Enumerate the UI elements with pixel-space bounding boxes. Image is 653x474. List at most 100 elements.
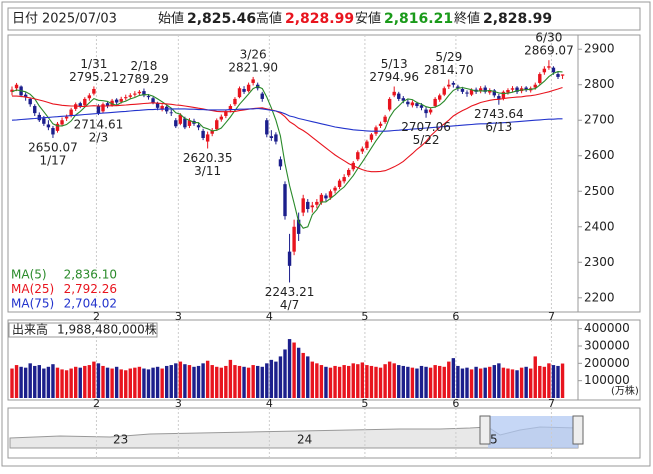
date-label: 日付	[12, 12, 38, 27]
volume-bar	[237, 365, 242, 398]
candle-body	[378, 123, 383, 126]
low-label: 安値	[355, 11, 381, 27]
volume-bar	[28, 363, 32, 398]
volume-bar	[419, 365, 424, 398]
volume-value: 1,988,480,000株	[57, 322, 157, 337]
volume-bar	[151, 367, 155, 398]
volume-bar	[406, 366, 410, 398]
candle-body	[447, 84, 451, 87]
navigator-selection[interactable]	[488, 416, 578, 448]
volume-bar	[64, 370, 69, 398]
volume-bar	[146, 369, 151, 398]
annotation-price: 2243.21	[265, 285, 315, 299]
volume-bar	[524, 366, 528, 398]
candle-body	[242, 88, 246, 92]
candle-body	[401, 98, 405, 101]
volume-bar	[187, 365, 192, 398]
candle-body	[533, 84, 537, 88]
candle-body	[128, 95, 132, 97]
volume-bar	[174, 363, 178, 398]
candle-body	[442, 88, 446, 95]
open: 2,825.46	[187, 11, 256, 27]
volume-panel	[7, 319, 641, 401]
volume-bar	[124, 370, 128, 398]
candle-body	[483, 87, 487, 92]
navigator-handle-left[interactable]	[479, 415, 491, 445]
candle-body	[178, 114, 183, 124]
annotation-price: 2650.07	[28, 140, 78, 154]
candle-body	[51, 128, 55, 135]
volume-bar	[478, 368, 483, 398]
volume-bar	[447, 361, 451, 398]
volume-bar	[492, 365, 496, 398]
high-label: 高値	[256, 11, 282, 27]
candle-body	[296, 219, 301, 234]
y-tick-label: 2500	[584, 184, 615, 198]
volume-bar	[233, 365, 237, 398]
volume-bar	[69, 368, 73, 398]
volume-bar	[55, 367, 60, 398]
annotation-date: 2/18	[130, 59, 157, 73]
annotation-price: 2789.29	[119, 72, 169, 86]
volume-bar	[374, 366, 378, 398]
volume-bar	[133, 367, 137, 398]
candle-body	[560, 74, 565, 76]
candle-body	[119, 98, 123, 102]
candle-body	[278, 159, 283, 167]
candle-body	[137, 91, 142, 94]
candle-body	[538, 74, 542, 83]
candle-body	[87, 95, 92, 99]
navigator-panel	[7, 407, 641, 459]
volume-unit: (万株)	[611, 384, 639, 397]
volume-bar	[387, 361, 392, 398]
y-tick-label: 2300	[584, 255, 615, 269]
candle-body	[410, 102, 415, 106]
candle-body	[187, 120, 192, 126]
annotation-date: 2/3	[89, 131, 108, 145]
volume-bar	[506, 368, 510, 398]
volume-bar	[510, 369, 515, 398]
volume-bar	[315, 363, 319, 398]
volume-bar	[356, 364, 360, 398]
volume-bar	[501, 367, 506, 398]
candle-body	[237, 88, 242, 98]
low: 2,816.21	[384, 11, 453, 27]
annotation-price: 2814.70	[424, 63, 474, 77]
candle-body	[228, 106, 233, 111]
candle-body	[492, 90, 496, 96]
volume-bar	[310, 361, 314, 398]
volume-bar	[114, 366, 119, 398]
volume-bar	[169, 365, 173, 398]
annotation-price: 2743.64	[474, 107, 524, 121]
volume-bar	[23, 367, 28, 398]
volume-bar	[269, 359, 274, 398]
y-tick-label: 2700	[584, 113, 615, 127]
annotation-date: 3/11	[194, 164, 221, 178]
volume-bar	[119, 369, 123, 398]
candle-body	[551, 67, 556, 73]
volume-bar	[410, 367, 415, 398]
y-tick-label: 2400	[584, 219, 615, 233]
candle-body	[83, 98, 87, 106]
volume-bar	[301, 352, 305, 398]
candle-body	[205, 134, 210, 142]
candle-body	[28, 98, 32, 105]
volume-bar	[556, 365, 560, 398]
price-panel	[7, 34, 641, 313]
candle-body	[310, 205, 314, 208]
volume-bar	[205, 360, 210, 398]
volume-bar	[324, 366, 328, 398]
navigator-handle-right[interactable]	[572, 415, 584, 445]
annotation-price: 2821.90	[228, 60, 278, 74]
candle-body	[219, 116, 223, 120]
volume-bar	[74, 366, 78, 398]
volume-bar	[219, 367, 223, 398]
volume-bar	[451, 358, 456, 398]
candle-body	[92, 88, 96, 94]
candle-body	[133, 93, 137, 95]
candle-body	[78, 103, 82, 107]
candle-body	[260, 93, 264, 99]
candle-body	[14, 84, 19, 89]
candle-body	[356, 152, 360, 160]
